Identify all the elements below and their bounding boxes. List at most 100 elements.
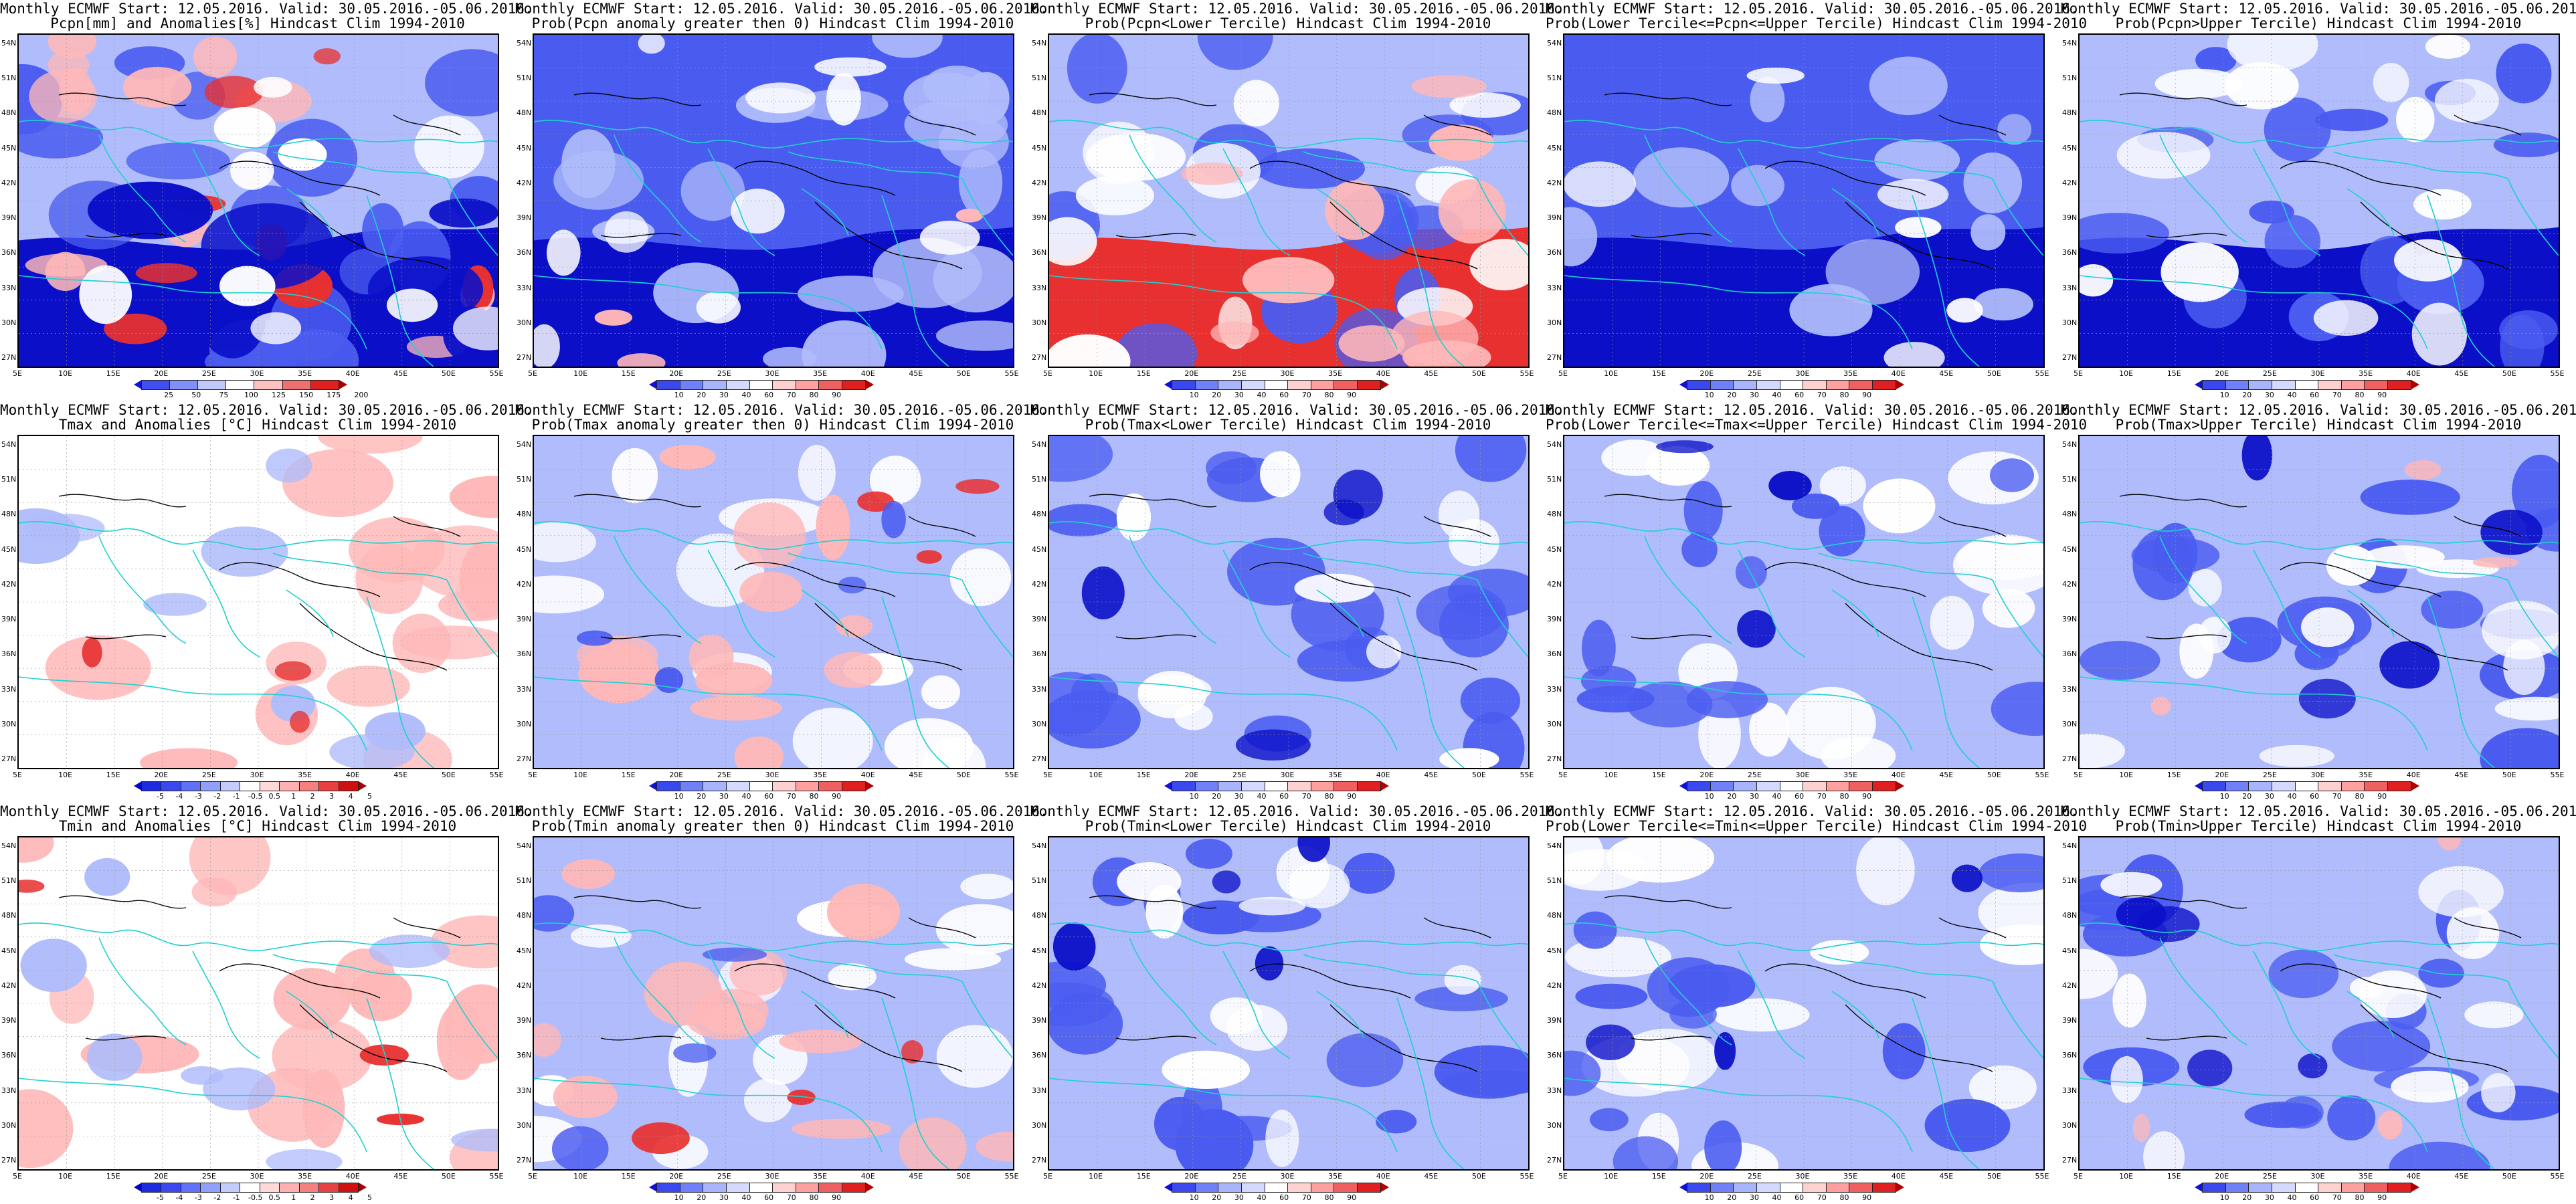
coastline-border (1818, 553, 1993, 581)
colorbar-tick-label: 30 (2264, 792, 2274, 801)
contour-line (1604, 895, 1732, 909)
colorbar-tick-label: 90 (2377, 792, 2387, 801)
coastline-border (788, 553, 963, 581)
coastline-border (1316, 188, 1364, 236)
coastline-border (19, 676, 367, 751)
latitude-label: 27N (1547, 353, 1562, 362)
anomaly-patch (201, 526, 288, 577)
colorbar-swatch (1687, 1183, 1711, 1193)
coastline-border (192, 549, 260, 658)
contour-line (1845, 201, 1993, 270)
colorbar-swatch (1310, 1183, 1335, 1193)
coastline-border (19, 521, 498, 550)
coastline-border (707, 148, 775, 256)
anomaly-patch (1714, 1032, 1736, 1070)
contour-line (58, 494, 187, 508)
colorbar-swatch (1733, 380, 1757, 390)
anomaly-patch (1645, 445, 1710, 486)
colorbar-tick-label: 3 (329, 792, 335, 801)
colorbar-swatch (1310, 380, 1335, 390)
anomaly-patch (438, 589, 498, 621)
longitude-label: 55E (2550, 771, 2565, 779)
colorbar-swatch (298, 1183, 320, 1193)
panel-title-line1: Monthly ECMWF Start: 12.05.2016. Valid: … (0, 402, 533, 418)
anomaly-patch (1735, 556, 1767, 589)
latitude-label: 30N (1, 719, 17, 728)
anomaly-patch (1197, 35, 1273, 70)
longitude-label: 35E (813, 771, 828, 779)
anomaly-patch (2244, 1101, 2322, 1128)
anomaly-patch (2391, 1070, 2469, 1103)
longitude-label: 15E (2167, 1172, 2181, 1181)
contour-line (58, 895, 187, 909)
anomaly-patch (2143, 1131, 2185, 1169)
colorbar-tick-label: 10 (2219, 792, 2229, 801)
latitude-label: 54N (1, 841, 17, 850)
colorbar-min-arrow (2195, 781, 2203, 791)
colorbar-swatch (1756, 781, 1780, 791)
anomaly-patch (798, 444, 836, 501)
anomaly-patch (45, 252, 86, 291)
latitude-label: 42N (517, 178, 532, 187)
colorbar-tick-label: 80 (809, 391, 819, 399)
latitude-label: 39N (1547, 1016, 1562, 1025)
anomaly-patch (2100, 872, 2163, 898)
anomaly-patch (2494, 696, 2559, 721)
anomaly-patch (25, 513, 105, 543)
colorbar-min-arrow (2195, 380, 2203, 389)
contour-line (219, 562, 381, 597)
longitude-label: 55E (1004, 771, 1019, 779)
coastline-border (1992, 178, 2043, 256)
coastline-border (1912, 195, 1980, 367)
longitude-label: 15E (621, 369, 636, 378)
colorbar-swatch (180, 781, 201, 791)
anomaly-patch (329, 734, 415, 768)
latitude-label: 42N (1032, 981, 1047, 990)
longitude-label: 40E (1376, 369, 1390, 378)
anomaly-patch (2377, 1110, 2403, 1140)
contour-line (2280, 161, 2442, 196)
forecast-field-map (19, 837, 498, 1169)
coastline-border (1644, 134, 1732, 243)
colorbar-tick-label: 70 (786, 1193, 796, 1202)
colorbar-swatch (2340, 380, 2365, 390)
latitude-label: 36N (517, 1051, 532, 1060)
panel-title-line2: Prob(Tmax>Upper Tercile) Hindcast Clim 1… (2115, 417, 2522, 433)
colorbar-tick-label: 40 (741, 792, 751, 801)
anomaly-patch (1821, 736, 1896, 768)
panel-title-line2: Prob(Pcpn>Upper Tercile) Hindcast Clim 1… (2115, 15, 2522, 31)
colorbar-tick-label: 80 (2355, 391, 2365, 399)
latitude-label: 54N (2062, 39, 2078, 47)
colorbar-tick-label: 80 (809, 792, 819, 801)
longitude-label: 50E (956, 771, 971, 779)
colorbar-tick-label: 80 (1839, 391, 1849, 399)
coastline-border (2427, 195, 2495, 367)
colorbar-max-arrow (865, 380, 874, 389)
anomaly-patch (2464, 1001, 2524, 1029)
anomaly-patch (916, 550, 942, 564)
colorbar-swatch (2271, 1183, 2296, 1193)
colorbar-swatch (1687, 781, 1711, 791)
latitude-label: 30N (517, 1120, 532, 1130)
anomaly-patch (2472, 557, 2519, 568)
colorbar-swatch (1733, 1183, 1757, 1193)
map-frame (1048, 435, 1530, 769)
latitude-label: 30N (1032, 318, 1047, 327)
anomaly-patch (2298, 678, 2356, 719)
colorbar-tick-label: 70 (1817, 391, 1827, 399)
latitude-label: 33N (517, 684, 532, 694)
longitude-label: 45E (2454, 1172, 2469, 1181)
anomaly-patch (960, 874, 1013, 900)
colorbar-tick-label: -5 (156, 792, 164, 801)
latitude-label: 54N (517, 841, 532, 850)
latitude-label: 48N (1547, 510, 1562, 519)
colorbar-swatch (1872, 781, 1896, 791)
anomaly-patch (2313, 300, 2379, 336)
latitude-label: 33N (2062, 283, 2078, 292)
latitude-label: 45N (2062, 143, 2078, 153)
colorbar-tick-label: 90 (2377, 391, 2387, 399)
anomaly-patch (2110, 1056, 2143, 1103)
colorbar-swatch (1264, 1183, 1289, 1193)
colorbar-tick-label: 10 (2219, 1193, 2229, 1202)
latitude-label: 39N (1547, 213, 1562, 223)
